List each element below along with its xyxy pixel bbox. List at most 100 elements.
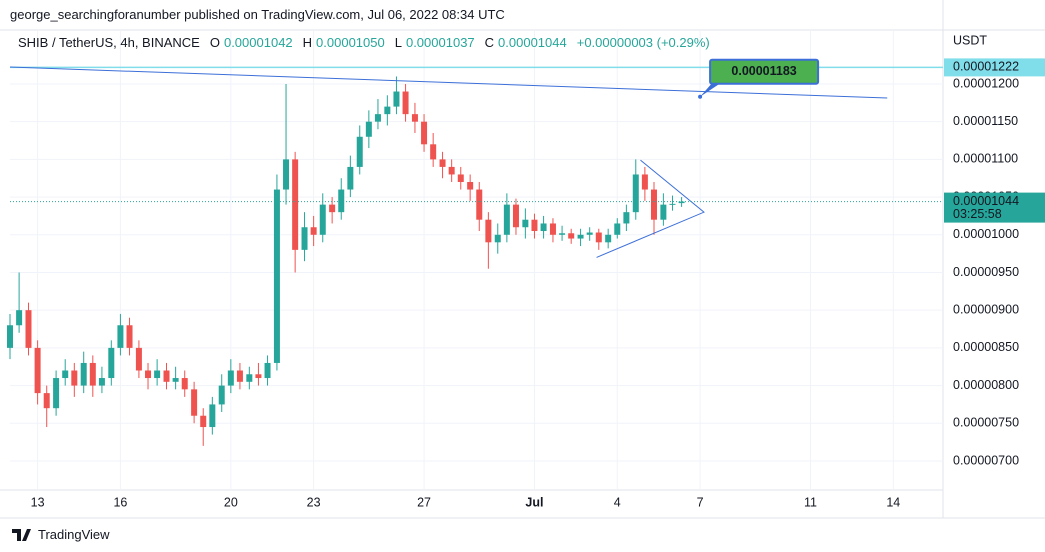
l-label: L [394, 35, 402, 50]
candle-body [53, 378, 60, 409]
symbol: SHIB / TetherUS, 4h, BINANCE [18, 35, 200, 50]
y-tick-label: 0.00001200 [953, 76, 1019, 90]
candle-body [650, 189, 657, 220]
candle-body [16, 310, 23, 326]
candle-body [126, 325, 133, 348]
brand-logo [12, 528, 31, 541]
price-tag [944, 58, 1045, 77]
candle-body [467, 182, 474, 190]
x-tick-label: 27 [417, 495, 431, 509]
y-tick-label: 0.00001100 [953, 152, 1018, 166]
candle-body [439, 159, 446, 167]
y-tick-label: 0.00000800 [953, 378, 1019, 392]
candle-body [559, 233, 566, 235]
candle-body [595, 232, 602, 243]
candle-body [586, 232, 593, 235]
candle-body [255, 374, 262, 379]
brand: TradingView [12, 527, 110, 542]
last-price-label: 0.00001044 [953, 194, 1019, 208]
candle-body [494, 234, 501, 243]
l-value: 0.00001037 [405, 35, 475, 50]
candle-body [393, 91, 400, 107]
x-tick-label: 4 [614, 495, 621, 509]
brand-name: TradingView [38, 527, 110, 542]
candle-body [329, 204, 336, 213]
candle-body [7, 325, 13, 348]
candle-body [191, 389, 198, 416]
candle-body [614, 223, 621, 235]
callout-label: 0.00001183 [731, 64, 796, 78]
candle-body [549, 223, 556, 235]
candle-body [200, 415, 207, 428]
candle-body [356, 136, 363, 167]
candle-body [531, 219, 538, 232]
candle-body [540, 223, 547, 232]
candle-body [485, 219, 492, 243]
y-tick-label: 0.00001000 [953, 227, 1019, 241]
x-tick-label: 11 [804, 495, 817, 509]
candle-body [669, 203, 676, 205]
x-tick-label: 23 [307, 495, 321, 509]
y-tick-label: 0.00000700 [953, 453, 1019, 467]
candle-body [98, 378, 105, 386]
x-tick-label: 7 [697, 495, 704, 509]
candle-body [163, 370, 170, 382]
h-value: 0.00001050 [316, 35, 385, 50]
candle-body [227, 370, 234, 386]
candle-body [503, 204, 510, 235]
x-tick-label: 14 [886, 495, 900, 509]
candle-body [80, 362, 87, 386]
last-price-tag [944, 192, 1045, 223]
candle-body [117, 325, 124, 348]
candle-body [319, 204, 326, 235]
candle-body [209, 404, 216, 428]
y-tick-label: 0.00000750 [953, 416, 1019, 430]
candle-body [264, 362, 271, 379]
y-tick-label: 0.00000950 [953, 265, 1019, 279]
candle-body [43, 393, 50, 409]
candle-body [374, 114, 381, 122]
candle-body [365, 121, 372, 137]
y-tick-label: 0.00000900 [953, 302, 1019, 316]
candle-body [641, 174, 648, 190]
candle-body [34, 347, 41, 394]
x-tick-label: 20 [224, 495, 238, 509]
candle-body [135, 347, 142, 371]
y-tick-label: 0.00001150 [953, 114, 1018, 128]
candle-body [623, 212, 630, 224]
c-value: 0.00001044 [498, 35, 567, 50]
candle-body [512, 204, 519, 228]
candle-body [108, 347, 115, 379]
candle-body [218, 385, 225, 405]
candle-body [283, 159, 290, 190]
candle-body [89, 362, 96, 386]
countdown: 03:25:58 [953, 207, 1002, 221]
candle-body [430, 144, 437, 160]
candle-body [25, 310, 32, 348]
c-label: C [484, 35, 495, 50]
candle-body [522, 219, 529, 228]
candle-body [292, 159, 299, 250]
candle-body [172, 378, 179, 382]
x-tick-label: 13 [31, 495, 45, 509]
candle-body [678, 201, 685, 204]
candle-body [632, 174, 639, 213]
candle-body [411, 114, 418, 122]
candle-body [457, 174, 464, 183]
x-tick-label: 16 [113, 495, 127, 509]
candle-body [154, 370, 161, 379]
o-value: 0.00001042 [223, 35, 293, 50]
candle-body [568, 233, 575, 239]
candle-body [660, 204, 667, 220]
candle-body [62, 370, 69, 379]
candle-body [577, 234, 584, 239]
candle-body [476, 189, 483, 220]
candle-body [347, 166, 354, 190]
price-tag-label: 0.00001222 [953, 60, 1019, 74]
candle-body [71, 370, 78, 386]
candle-body [273, 189, 280, 363]
symbol-legend: SHIB / TetherUS, 4h, BINANCE O 0.00001042… [18, 35, 716, 50]
candle-body [236, 370, 243, 382]
triangle [596, 159, 705, 258]
